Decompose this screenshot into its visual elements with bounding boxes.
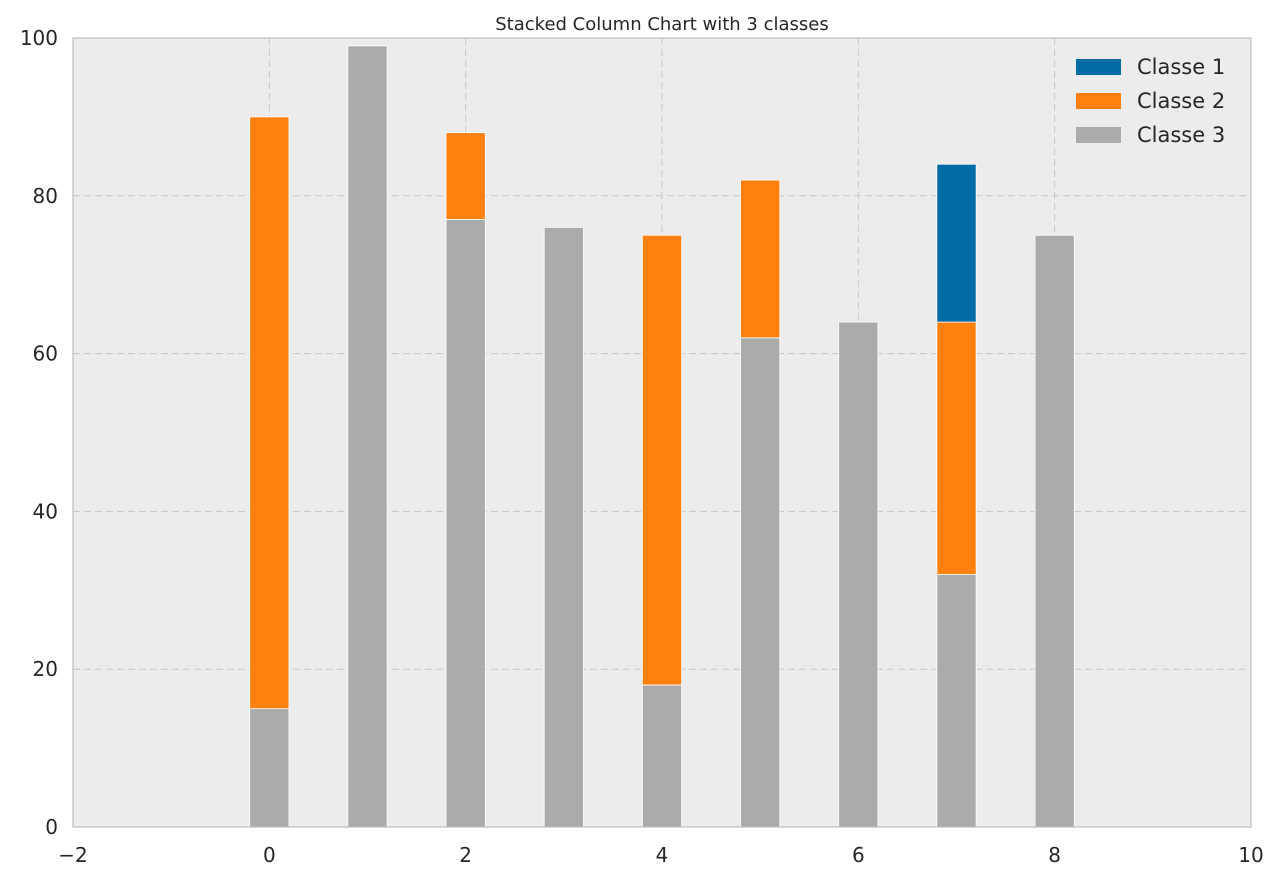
bar-segment-classe-3 (641, 684, 683, 828)
y-tick-label: 80 (33, 184, 58, 208)
bar-segment-classe-3 (543, 226, 584, 828)
bar-segment-classe-2 (641, 234, 683, 686)
y-tick-label: 20 (33, 657, 58, 681)
x-tick-label: 10 (1238, 843, 1263, 867)
legend: Classe 1 Classe 2 Classe 3 (1076, 55, 1225, 147)
bar-segment-classe-3 (936, 574, 977, 828)
y-tick-label: 60 (33, 342, 58, 366)
legend-label: Classe 3 (1137, 123, 1225, 147)
legend-label: Classe 2 (1137, 89, 1225, 113)
legend-label: Classe 1 (1137, 55, 1225, 79)
bar-segment-classe-2 (936, 321, 977, 575)
bar-segment-classe-2 (740, 179, 781, 339)
legend-swatch (1076, 93, 1121, 109)
legend-swatch (1076, 127, 1121, 143)
bar-segment-classe-3 (838, 321, 879, 828)
bar-segment-classe-2 (249, 116, 290, 710)
bar-segment-classe-3 (347, 45, 388, 828)
bar-segment-classe-3 (740, 337, 781, 828)
bar-segment-classe-3 (1034, 234, 1075, 828)
x-tick-label: 2 (459, 843, 472, 867)
x-axis-ticks: −2 0 2 4 6 8 10 (58, 843, 1263, 867)
chart-title: Stacked Column Chart with 3 classes (495, 14, 828, 35)
bar-segment-classe-3 (445, 219, 486, 828)
y-tick-label: 100 (20, 26, 58, 50)
bar-segment-classe-1 (936, 163, 977, 323)
x-tick-label: 4 (656, 843, 669, 867)
y-tick-label: 40 (33, 499, 58, 523)
y-tick-label: 0 (45, 815, 58, 839)
bar-segment-classe-3 (249, 708, 290, 828)
plot-frame (72, 37, 1252, 828)
bar-segment-classe-2 (445, 132, 486, 220)
y-axis-ticks: 0 20 40 60 80 100 (20, 26, 58, 839)
x-tick-label: −2 (58, 843, 87, 867)
x-tick-label: 8 (1048, 843, 1061, 867)
x-tick-label: 6 (852, 843, 865, 867)
x-tick-label: 0 (263, 843, 276, 867)
legend-swatch (1076, 59, 1121, 75)
